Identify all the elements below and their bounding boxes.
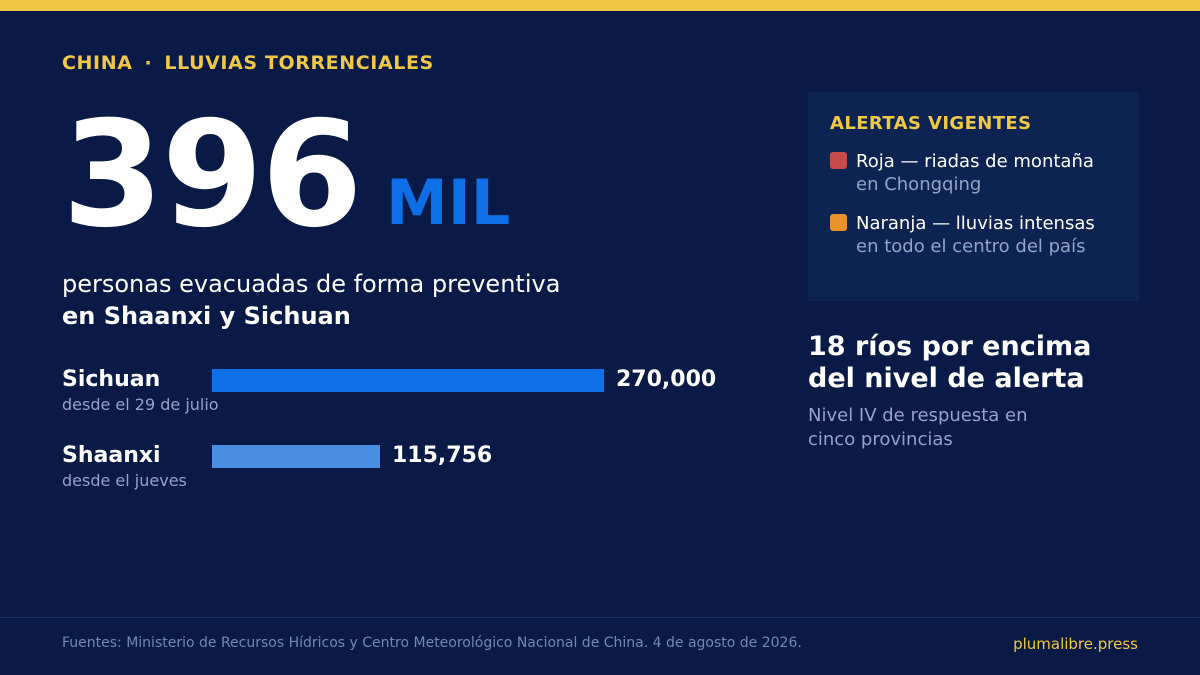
alert-detail: en Chongqing <box>856 174 982 195</box>
bar-track <box>212 445 604 468</box>
alert-head: Naranja — lluvias intensas <box>856 213 1095 234</box>
rivers-subtext: Nivel IV de respuesta en cinco provincia… <box>808 404 1068 452</box>
footer-source: Fuentes: Ministerio de Recursos Hídricos… <box>62 635 802 651</box>
bar-category-label: Sichuan <box>62 367 161 392</box>
headline-unit: MIL <box>386 166 511 239</box>
rivers-headline-line-2: del nivel de alerta <box>808 363 1085 394</box>
lead-line-2: en Shaanxi y Sichuan <box>62 302 351 330</box>
footer-divider <box>0 617 1200 618</box>
bar-shaanxi <box>212 445 380 468</box>
kicker: CHINA · LLUVIAS TORRENCIALES <box>62 52 434 74</box>
red-alert-swatch-icon <box>830 152 847 169</box>
alert-head: Roja — riadas de montaña <box>856 151 1094 172</box>
rivers-sub-line-2: cinco provincias <box>808 429 953 450</box>
rivers-headline-line-1: 18 ríos por encima <box>808 331 1092 362</box>
headline-lead: personas evacuadas de forma preventiva e… <box>62 268 560 332</box>
bar-category-subtitle: desde el 29 de julio <box>62 395 219 414</box>
kicker-country: CHINA <box>62 52 133 74</box>
bar-track <box>212 369 604 392</box>
kicker-separator: · <box>144 52 153 74</box>
alerts-title: ALERTAS VIGENTES <box>830 113 1032 134</box>
footer-brand-link[interactable]: plumalibre.press <box>1013 635 1138 653</box>
rivers-sub-line-1: Nivel IV de respuesta en <box>808 405 1028 426</box>
lead-line-1: personas evacuadas de forma preventiva <box>62 270 561 298</box>
alerts-panel: ALERTAS VIGENTES Roja — riadas de montañ… <box>808 92 1139 301</box>
kicker-topic: LLUVIAS TORRENCIALES <box>164 52 434 74</box>
bar-category-label: Shaanxi <box>62 443 161 468</box>
bar-sichuan <box>212 369 604 392</box>
bar-value-label: 115,756 <box>392 443 493 468</box>
bar-row-shaanxi: Shaanxi desde el jueves 115,756 <box>62 442 762 498</box>
bar-row-sichuan: Sichuan desde el 29 de julio 270,000 <box>62 366 762 422</box>
top-accent-bar <box>0 0 1200 11</box>
bar-value-label: 270,000 <box>616 367 717 392</box>
alert-detail: en todo el centro del país <box>856 236 1086 257</box>
bar-category-subtitle: desde el jueves <box>62 471 187 490</box>
rivers-headline: 18 ríos por encima del nivel de alerta <box>808 331 1168 395</box>
headline-number: 396 <box>62 90 363 260</box>
orange-alert-swatch-icon <box>830 214 847 231</box>
